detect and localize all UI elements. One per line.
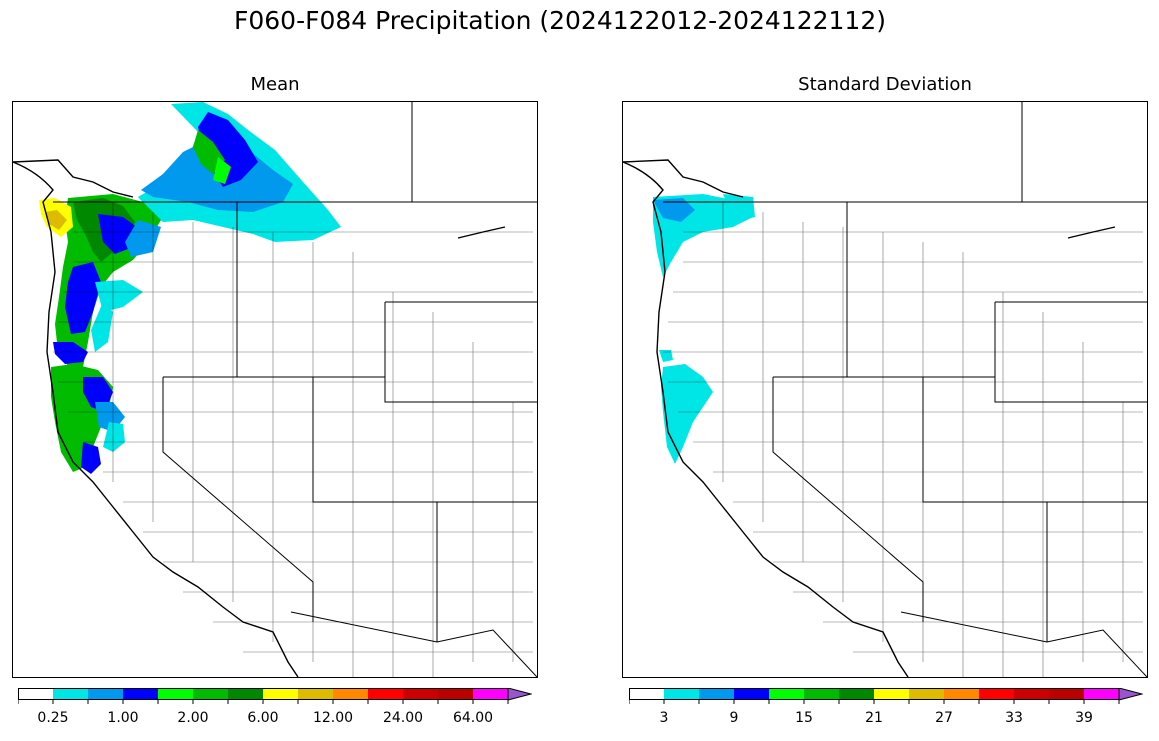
colorbar-mean: [17, 687, 533, 706]
mean-state-borders: [53, 102, 537, 677]
figure-title: F060-F084 Precipitation (2024122012-2024…: [233, 6, 886, 35]
colorbar-segment: [368, 688, 404, 700]
colorbar-segment: [158, 688, 194, 700]
colorbar-segment: [629, 688, 665, 700]
colorbar-extend-arrow: [1118, 687, 1144, 701]
colorbar-tick-label: 1.00: [107, 710, 139, 726]
map-mean-canvas: [13, 102, 537, 677]
colorbar-tick-label: 6.00: [247, 710, 279, 726]
colorbar-tick-label: 9: [729, 710, 739, 726]
colorbar-segment: [333, 688, 369, 700]
mean-precip-shading: [39, 102, 341, 474]
map-stddev-canvas: [623, 102, 1147, 677]
colorbar-segment: [228, 688, 264, 700]
colorbar-mean-ticks: 0.25 1.00 2.00 6.00 12.00 24.00 64.00: [18, 710, 532, 730]
colorbar-segment: [909, 688, 945, 700]
stddev-coastline: [623, 159, 1116, 677]
colorbar-segment: [1084, 688, 1120, 700]
colorbar-segment: [263, 688, 299, 700]
colorbar-tick-label: 39: [1075, 710, 1093, 726]
panel-title-stddev: Standard Deviation: [798, 74, 972, 95]
colorbar-extend-arrow: [507, 687, 533, 701]
colorbar-segment: [699, 688, 735, 700]
colorbar-tick-label: 2.00: [177, 710, 209, 726]
colorbar-outline: [18, 688, 509, 700]
stddev-state-borders: [663, 102, 1147, 677]
colorbar-segment: [664, 688, 700, 700]
colorbar-segment: [734, 688, 770, 700]
colorbar-segment: [403, 688, 439, 700]
colorbar-segment: [1014, 688, 1050, 700]
colorbar-segment: [874, 688, 910, 700]
colorbar-segment: [473, 688, 509, 700]
colorbar-tick-label: 64.00: [452, 710, 494, 726]
colorbar-segment: [18, 688, 54, 700]
colorbar-stddev-canvas: [628, 687, 1144, 704]
colorbar-segment: [193, 688, 229, 700]
colorbar-segment: [88, 688, 124, 700]
colorbar-segment: [769, 688, 805, 700]
colorbar-segment: [839, 688, 875, 700]
panel-title-mean: Mean: [250, 74, 300, 95]
colorbar-tick-label: 27: [935, 710, 953, 726]
colorbar-segment: [438, 688, 474, 700]
colorbar-tick-label: 24.00: [382, 710, 424, 726]
colorbar-tick-label: 0.25: [37, 710, 69, 726]
colorbar-mean-canvas: [17, 687, 533, 704]
colorbar-segment: [804, 688, 840, 700]
colorbar-segment: [123, 688, 159, 700]
stddev-shading: [653, 194, 755, 464]
colorbar-segment: [298, 688, 334, 700]
colorbar-tick-label: 33: [1005, 710, 1023, 726]
map-stddev: [622, 101, 1148, 678]
mean-basin-grid: [53, 202, 533, 677]
colorbar-segment: [979, 688, 1015, 700]
colorbar-tick-label: 12.00: [312, 710, 354, 726]
colorbar-tick-label: 21: [865, 710, 883, 726]
stddev-basin-grid: [663, 202, 1143, 677]
colorbar-segment: [1049, 688, 1085, 700]
mean-coastline: [13, 159, 506, 677]
colorbar-segment: [53, 688, 89, 700]
colorbar-outline: [629, 688, 1120, 700]
colorbar-segment: [944, 688, 980, 700]
map-mean: [12, 101, 538, 678]
colorbar-stddev: [628, 687, 1144, 706]
colorbar-stddev-ticks: 3 9 15 21 27 33 39: [629, 710, 1143, 730]
colorbar-tick-label: 15: [795, 710, 813, 726]
colorbar-tick-label: 3: [659, 710, 669, 726]
